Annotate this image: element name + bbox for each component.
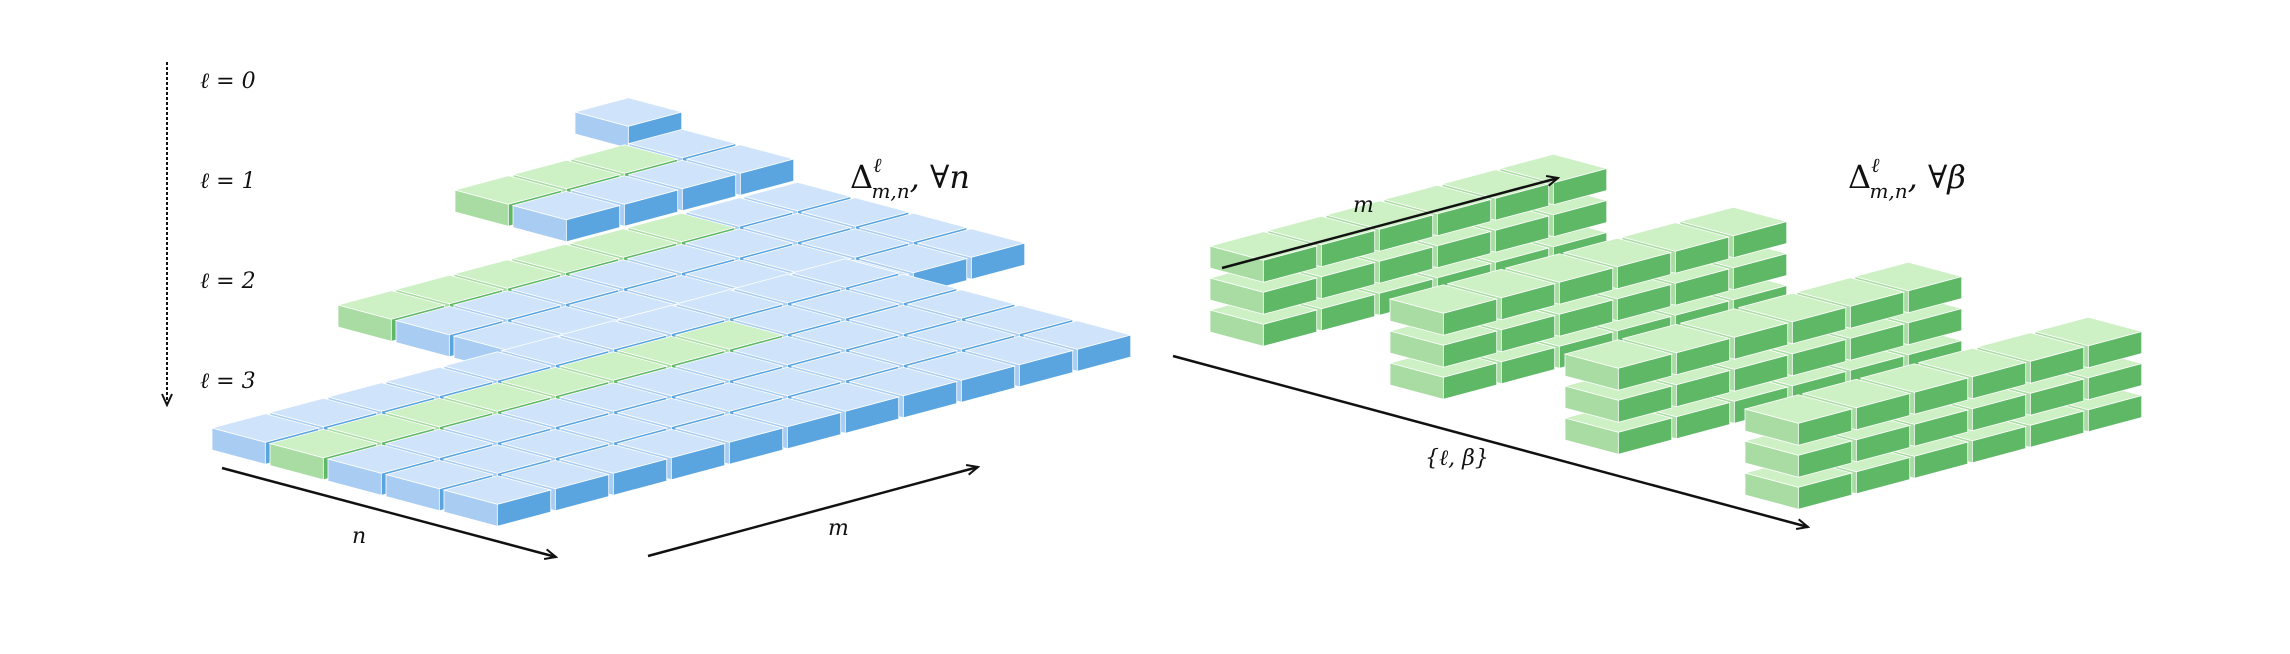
right-panel: Δℓ m,n, ∀β m {ℓ, β} [1172,153,2144,527]
axis-n-arrow [221,466,556,557]
block [442,475,553,527]
axis-lb-arrow [1172,354,1808,527]
level-label-3: ℓ = 3 [200,369,256,394]
axis-m-label: m [828,516,849,541]
right-title-symbol: Δ [1848,158,1871,196]
right-title: Δℓ m,n, ∀β [1848,153,1966,203]
left-title-sub: m,n [871,179,909,203]
left-title-tail: , ∀n [910,158,970,196]
right-title-sup: ℓ [1871,153,1880,177]
level-label-2: ℓ = 2 [200,269,256,294]
right-title-sub: m,n [1869,179,1907,203]
left-title: Δℓ m,n, ∀n [850,153,970,203]
right-title-tail: , ∀β [1908,158,1966,196]
pyramid-level-3 [210,258,1133,527]
block [1563,339,1674,391]
beta-group-1 [1388,206,1789,400]
beta-group-3 [1743,316,2144,510]
axis-m-arrow-right [1221,178,1558,270]
block [511,190,622,243]
axis-n-label: n [352,524,366,549]
level-label-1: ℓ = 1 [200,169,256,194]
left-title-sup: ℓ [873,153,882,177]
pyramid-blocks [210,97,1133,527]
axis-m-arrow [647,467,978,558]
left-panel: ℓ = 0 ℓ = 1 ℓ = 2 ℓ = 3 Δℓ m,n, ∀n n m [167,62,1133,558]
level-label-0: ℓ = 0 [200,69,256,94]
axis-m-label-right: m [1353,193,1374,218]
left-title-symbol: Δ [850,158,873,196]
axis-lb-label: {ℓ, β} [1425,446,1489,471]
beta-group-2 [1563,261,1964,455]
staircase-blocks [1208,153,2144,510]
block [1388,284,1499,336]
pyramid-level-1 [453,128,796,243]
block [1743,394,1854,446]
